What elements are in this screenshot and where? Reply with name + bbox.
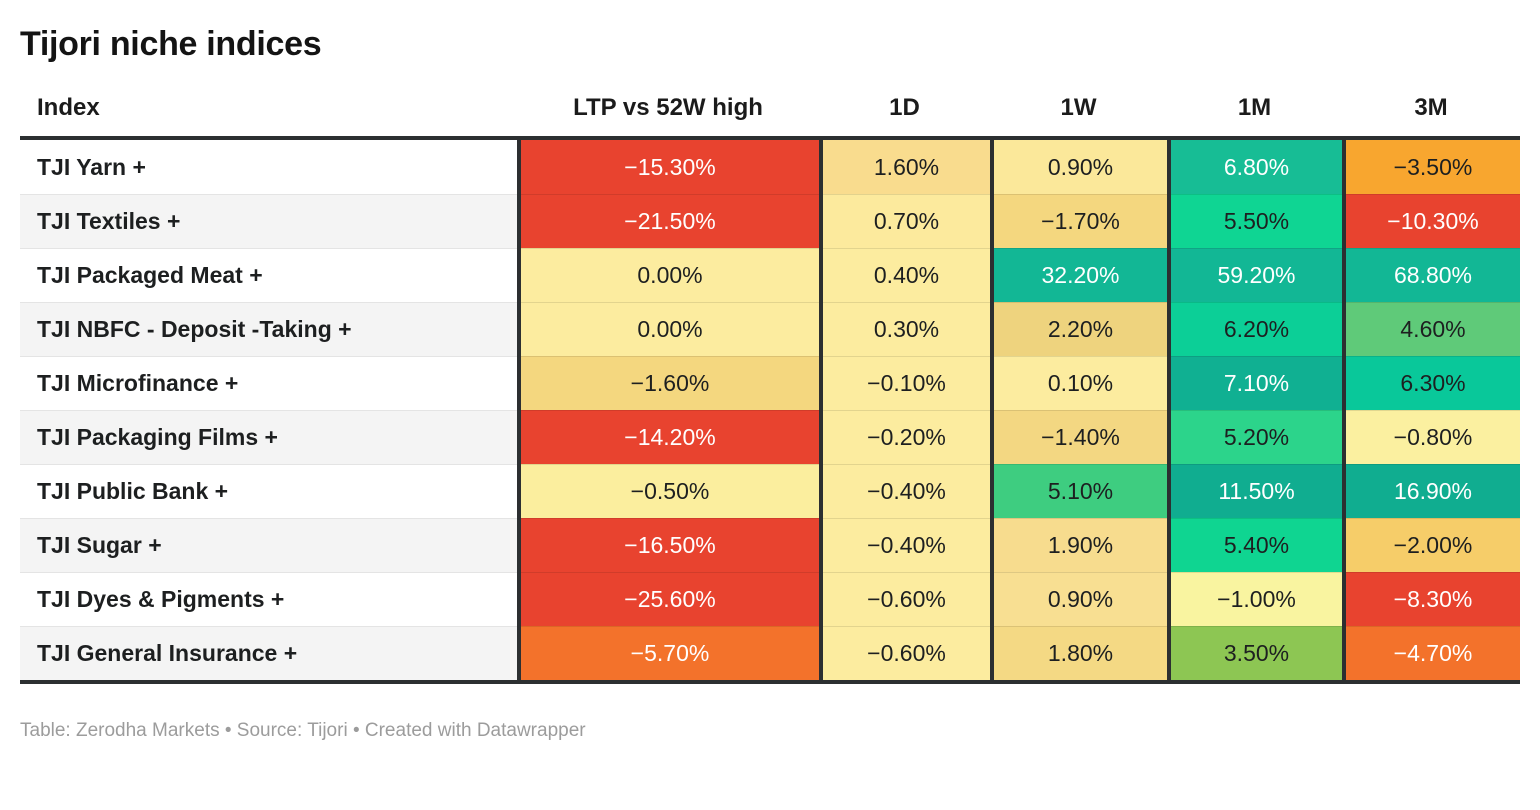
index-expand-cell[interactable]: TJI Yarn + bbox=[20, 140, 517, 194]
value-cell-3m: −8.30% bbox=[1342, 572, 1520, 626]
value-cell-1d: 0.40% bbox=[819, 248, 990, 302]
value-cell-1m: 7.10% bbox=[1167, 356, 1342, 410]
value-cell-1w: 32.20% bbox=[990, 248, 1167, 302]
table-row: TJI Sugar + −16.50% −0.40% 1.90% 5.40% −… bbox=[20, 518, 1520, 572]
value-cell-1m: 5.20% bbox=[1167, 410, 1342, 464]
value-cell-1w: 1.90% bbox=[990, 518, 1167, 572]
attribution-line: Table: Zerodha Markets • Source: Tijori … bbox=[20, 720, 586, 741]
index-expand-cell[interactable]: TJI Packaged Meat + bbox=[20, 248, 517, 302]
table-row: TJI NBFC - Deposit -Taking + 0.00% 0.30%… bbox=[20, 302, 1520, 356]
value-cell-1m: 3.50% bbox=[1167, 626, 1342, 680]
index-expand-cell[interactable]: TJI Sugar + bbox=[20, 518, 517, 572]
value-cell-3m: −4.70% bbox=[1342, 626, 1520, 680]
value-cell-3m: 16.90% bbox=[1342, 464, 1520, 518]
table-row: TJI Packaging Films + −14.20% −0.20% −1.… bbox=[20, 410, 1520, 464]
table-body: TJI Yarn + −15.30% 1.60% 0.90% 6.80% −3.… bbox=[20, 140, 1520, 680]
value-cell-1d: −0.10% bbox=[819, 356, 990, 410]
page: Tijori niche indices Index LTP vs 52W hi… bbox=[20, 25, 1520, 741]
value-cell-1w: 0.90% bbox=[990, 140, 1167, 194]
value-cell-1m: 6.80% bbox=[1167, 140, 1342, 194]
column-header-ltp-52w-high: LTP vs 52W high bbox=[573, 94, 763, 121]
value-cell-1m: 6.20% bbox=[1167, 302, 1342, 356]
table-row: TJI Public Bank + −0.50% −0.40% 5.10% 11… bbox=[20, 464, 1520, 518]
value-cell-3m: −0.80% bbox=[1342, 410, 1520, 464]
value-cell-1d: −0.40% bbox=[819, 464, 990, 518]
column-header-1m: 1M bbox=[1237, 94, 1272, 121]
indices-table: Index LTP vs 52W high 1D 1W 1M 3M TJI Ya… bbox=[20, 80, 1520, 684]
value-cell-1d: 1.60% bbox=[819, 140, 990, 194]
value-cell-1w: 5.10% bbox=[990, 464, 1167, 518]
value-cell-1w: 0.90% bbox=[990, 572, 1167, 626]
value-cell-ltp: −5.70% bbox=[517, 626, 819, 680]
table-row: TJI Microfinance + −1.60% −0.10% 0.10% 7… bbox=[20, 356, 1520, 410]
value-cell-ltp: 0.00% bbox=[517, 302, 819, 356]
index-expand-cell[interactable]: TJI Packaging Films + bbox=[20, 410, 517, 464]
value-cell-1w: 1.80% bbox=[990, 626, 1167, 680]
value-cell-1d: 0.70% bbox=[819, 194, 990, 248]
column-header-1w: 1W bbox=[1060, 94, 1097, 121]
value-cell-1m: 5.50% bbox=[1167, 194, 1342, 248]
index-expand-cell[interactable]: TJI Public Bank + bbox=[20, 464, 517, 518]
value-cell-1m: −1.00% bbox=[1167, 572, 1342, 626]
value-cell-3m: −3.50% bbox=[1342, 140, 1520, 194]
value-cell-1d: −0.60% bbox=[819, 572, 990, 626]
index-expand-cell[interactable]: TJI General Insurance + bbox=[20, 626, 517, 680]
table-row: TJI Dyes & Pigments + −25.60% −0.60% 0.9… bbox=[20, 572, 1520, 626]
value-cell-3m: −2.00% bbox=[1342, 518, 1520, 572]
index-expand-cell[interactable]: TJI NBFC - Deposit -Taking + bbox=[20, 302, 517, 356]
value-cell-1w: −1.70% bbox=[990, 194, 1167, 248]
value-cell-ltp: −15.30% bbox=[517, 140, 819, 194]
value-cell-1d: −0.20% bbox=[819, 410, 990, 464]
value-cell-ltp: −14.20% bbox=[517, 410, 819, 464]
value-cell-1d: −0.40% bbox=[819, 518, 990, 572]
column-header-3m: 3M bbox=[1414, 94, 1448, 121]
table-header-row: Index LTP vs 52W high 1D 1W 1M 3M bbox=[20, 80, 1520, 140]
column-header-index: Index bbox=[37, 94, 100, 121]
value-cell-3m: −10.30% bbox=[1342, 194, 1520, 248]
value-cell-1m: 5.40% bbox=[1167, 518, 1342, 572]
column-header-1d: 1D bbox=[889, 94, 920, 121]
table-row: TJI Packaged Meat + 0.00% 0.40% 32.20% 5… bbox=[20, 248, 1520, 302]
value-cell-3m: 68.80% bbox=[1342, 248, 1520, 302]
value-cell-1w: 2.20% bbox=[990, 302, 1167, 356]
value-cell-1w: −1.40% bbox=[990, 410, 1167, 464]
value-cell-1d: 0.30% bbox=[819, 302, 990, 356]
table-row: TJI Textiles + −21.50% 0.70% −1.70% 5.50… bbox=[20, 194, 1520, 248]
table-row: TJI Yarn + −15.30% 1.60% 0.90% 6.80% −3.… bbox=[20, 140, 1520, 194]
value-cell-1m: 11.50% bbox=[1167, 464, 1342, 518]
value-cell-ltp: −16.50% bbox=[517, 518, 819, 572]
page-title: Tijori niche indices bbox=[20, 25, 322, 63]
table-row: TJI General Insurance + −5.70% −0.60% 1.… bbox=[20, 626, 1520, 680]
index-expand-cell[interactable]: TJI Microfinance + bbox=[20, 356, 517, 410]
value-cell-ltp: −21.50% bbox=[517, 194, 819, 248]
value-cell-ltp: −25.60% bbox=[517, 572, 819, 626]
index-expand-cell[interactable]: TJI Textiles + bbox=[20, 194, 517, 248]
index-expand-cell[interactable]: TJI Dyes & Pigments + bbox=[20, 572, 517, 626]
value-cell-3m: 4.60% bbox=[1342, 302, 1520, 356]
value-cell-1d: −0.60% bbox=[819, 626, 990, 680]
value-cell-ltp: 0.00% bbox=[517, 248, 819, 302]
value-cell-1w: 0.10% bbox=[990, 356, 1167, 410]
value-cell-3m: 6.30% bbox=[1342, 356, 1520, 410]
value-cell-1m: 59.20% bbox=[1167, 248, 1342, 302]
value-cell-ltp: −0.50% bbox=[517, 464, 819, 518]
value-cell-ltp: −1.60% bbox=[517, 356, 819, 410]
